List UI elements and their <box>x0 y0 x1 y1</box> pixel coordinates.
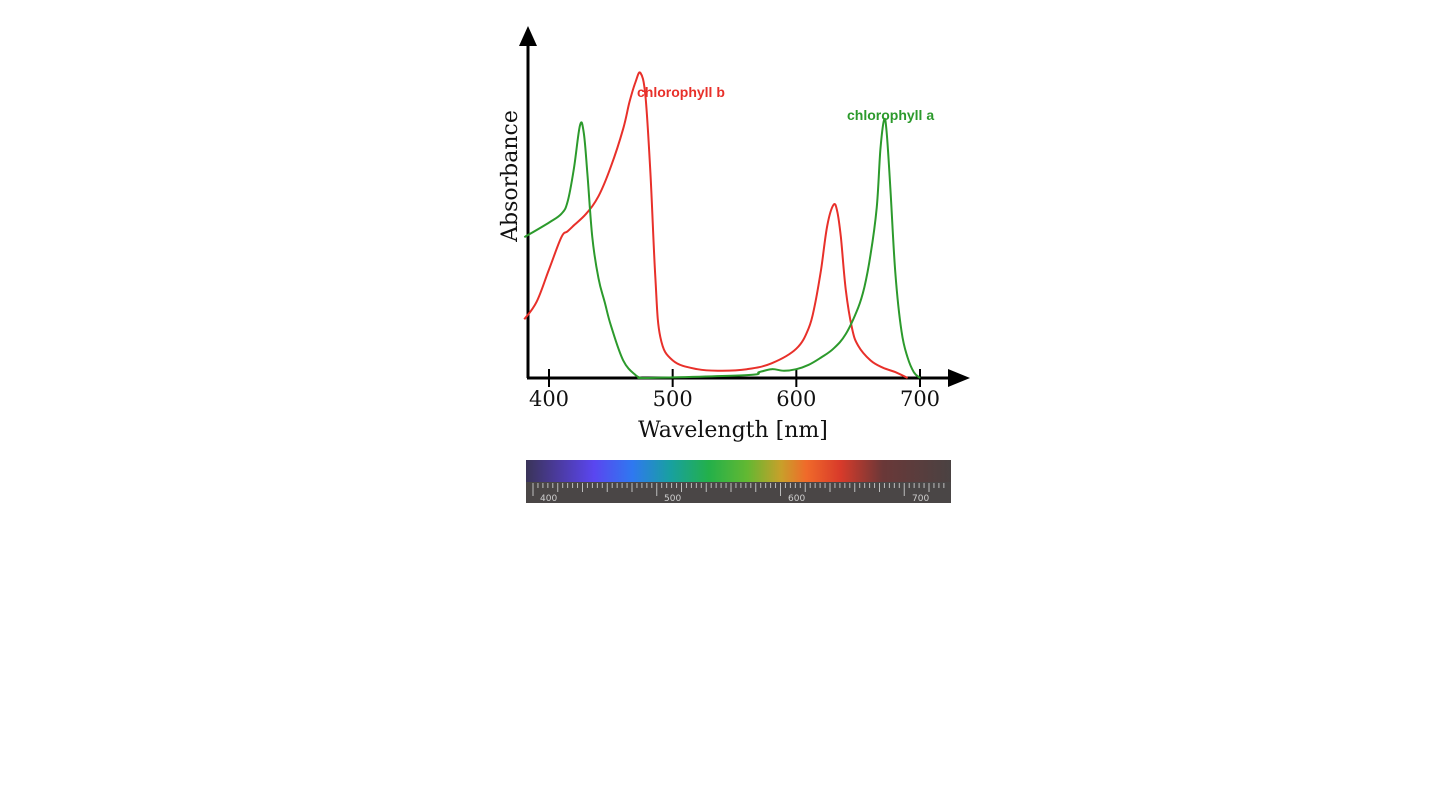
visible-spectrum-strip: 400 500 600 700 <box>526 460 951 504</box>
x-axis-arrowhead <box>948 369 970 387</box>
spectrum-scale-ticks <box>532 483 945 496</box>
y-axis-title: Absorbance <box>498 110 523 243</box>
spectrum-gradient <box>526 460 951 484</box>
series-layer <box>523 71 921 379</box>
spectrum-label-500: 500 <box>664 494 681 504</box>
spectrum-label-700: 700 <box>912 494 929 504</box>
spectrum-scale-band <box>526 482 951 503</box>
series-line-chlorophyll-a <box>523 117 921 379</box>
chlorophyll-a-label: chlorophyll a <box>847 107 934 123</box>
series-line-chlorophyll-b <box>523 71 909 379</box>
spectrum-label-600: 600 <box>788 494 805 504</box>
x-tick-label-500: 500 <box>653 387 693 411</box>
x-tick-label-600: 600 <box>776 387 816 411</box>
spectrum-label-400: 400 <box>540 494 557 504</box>
y-axis-arrowhead <box>519 26 537 46</box>
x-tick-label-700: 700 <box>900 387 940 411</box>
x-axis-title: Wavelength [nm] <box>638 418 828 443</box>
x-tick-label-400: 400 <box>529 387 569 411</box>
chlorophyll-b-label: chlorophyll b <box>637 84 725 100</box>
x-axis-ticks: 400 500 600 700 <box>529 369 940 411</box>
